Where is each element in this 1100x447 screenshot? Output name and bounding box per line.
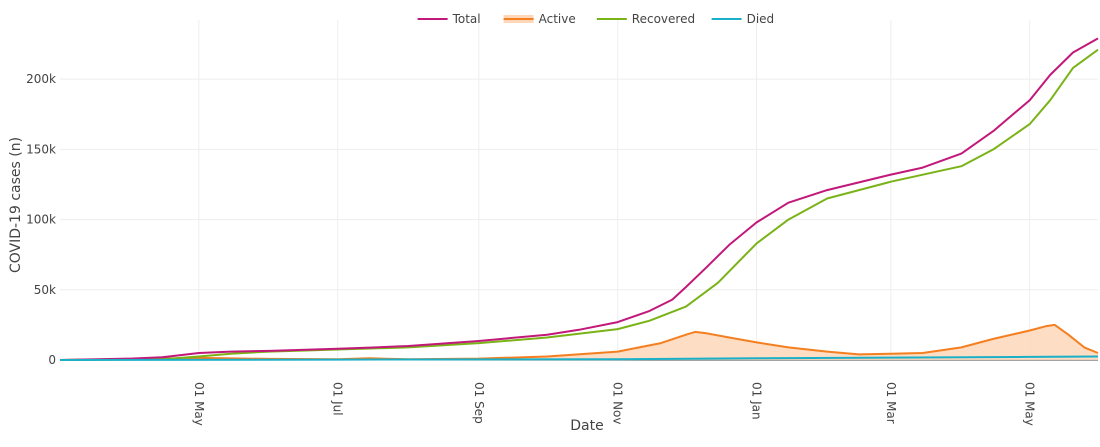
y-tick-label: 200k xyxy=(26,72,56,86)
y-axis-ticks: 0 50k 100k 150k 200k xyxy=(26,72,56,367)
legend-item-died[interactable]: Died xyxy=(711,12,775,26)
x-tick-label: 01 Jul xyxy=(331,382,345,416)
legend-label: Active xyxy=(539,12,576,26)
grid-layer xyxy=(60,20,1098,361)
series-line-total[interactable] xyxy=(59,37,1099,361)
legend-label: Recovered xyxy=(632,12,695,26)
legend-label: Total xyxy=(452,12,481,26)
series-line-recovered[interactable] xyxy=(59,48,1099,361)
x-axis-ticks: 01 May 01 Jul 01 Sep 01 Nov 01 Jan 01 Mar 01 M… xyxy=(192,382,1037,426)
y-axis-title: COVID-19 cases (n) xyxy=(8,137,24,273)
x-tick-label: 01 Sep xyxy=(472,382,486,424)
x-tick-label: 01 Nov xyxy=(611,382,625,425)
legend-item-total[interactable]: Total xyxy=(417,12,481,26)
y-tick-label: 0 xyxy=(48,353,56,367)
legend-item-active[interactable]: Active xyxy=(503,12,576,26)
series-line-died[interactable] xyxy=(59,355,1099,361)
x-tick-label: 01 May xyxy=(192,382,206,426)
legend-item-recovered[interactable]: Recovered xyxy=(596,12,695,26)
x-tick-label: 01 May xyxy=(1023,382,1037,426)
legend[interactable]: Total Active Recovered Died xyxy=(417,12,775,26)
x-tick-label: 01 Jan xyxy=(750,382,764,420)
y-tick-label: 150k xyxy=(26,142,56,156)
y-tick-label: 100k xyxy=(26,213,56,227)
series-layer xyxy=(59,37,1099,361)
legend-label: Died xyxy=(747,12,775,26)
y-tick-label: 50k xyxy=(34,283,56,297)
x-axis-title: Date xyxy=(570,418,603,434)
x-tick-label: 01 Mar xyxy=(884,382,898,424)
